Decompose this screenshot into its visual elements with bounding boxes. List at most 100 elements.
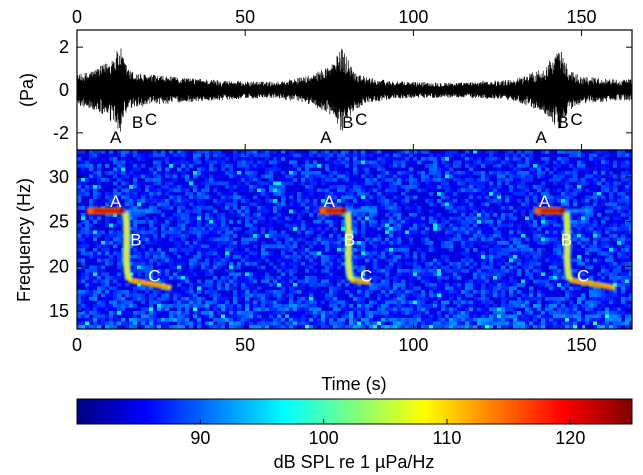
spectrogram-cell — [225, 248, 230, 252]
spectrogram-cell — [89, 269, 94, 273]
spectrogram-cell — [289, 171, 294, 175]
spectrogram-cell — [181, 150, 186, 154]
spectrogram-cell — [173, 276, 178, 280]
spectrogram-cell — [553, 223, 558, 228]
spectrogram-cell — [185, 314, 190, 319]
spectrogram-cell — [453, 321, 458, 326]
spectrogram-cell — [241, 178, 246, 182]
spectrogram-cell — [389, 230, 394, 235]
spectrogram-cell — [505, 181, 510, 186]
spectrogram-cell — [461, 311, 466, 315]
spectrogram-cell — [525, 202, 530, 207]
spectrogram-cell — [449, 307, 454, 312]
spectrogram-cell — [153, 314, 158, 319]
spectrogram-cell — [529, 160, 534, 165]
spectrogram-cell — [389, 174, 394, 179]
spectrogram-cell — [109, 300, 114, 305]
spectrogram-cell — [437, 199, 442, 203]
spectrogram-cell — [193, 318, 198, 322]
spectrogram-cell — [601, 279, 606, 284]
spectrogram-cell — [345, 307, 350, 312]
spectrogram-cell — [333, 167, 338, 172]
spectrogram-cell — [101, 318, 106, 322]
spectrogram-cell — [597, 248, 602, 252]
spectrogram-cell — [185, 230, 190, 235]
spectrogram-cell — [537, 276, 542, 280]
spectrogram-cell — [293, 164, 298, 168]
spectrogram-cell — [453, 255, 458, 259]
spectrogram-cell — [277, 213, 282, 217]
spectrogram-cell — [433, 206, 438, 210]
spectrogram-cell — [301, 304, 306, 308]
spectrogram-cell — [309, 150, 314, 154]
spectrogram-cell — [89, 325, 94, 329]
spectrogram-cell — [257, 265, 262, 270]
spectrogram-cell — [441, 307, 446, 312]
spectrogram-cell — [345, 195, 350, 200]
spectrogram-cell — [177, 167, 182, 172]
spectrogram-cell — [273, 283, 278, 287]
spectrogram-cell — [329, 325, 334, 329]
spectrogram-cell — [361, 300, 366, 305]
spectrogram-cell — [245, 188, 250, 193]
spectrogram-cell — [525, 265, 530, 270]
spectrogram-cell — [445, 206, 450, 210]
spectrogram-cell — [329, 293, 334, 298]
spectrogram-cell — [605, 314, 610, 319]
spectrogram-cell — [89, 185, 94, 189]
spectrogram-cell — [441, 251, 446, 256]
spectrogram-cell — [277, 237, 282, 242]
spectrogram-cell — [485, 174, 490, 179]
spectrogram-cell — [117, 293, 122, 298]
spectrogram-cell — [533, 325, 538, 329]
spectrogram-cell — [625, 300, 630, 305]
spectrogram-cell — [509, 258, 514, 263]
spectrogram-cell — [453, 293, 458, 298]
spectrogram-cell — [385, 160, 390, 165]
spectrogram-cell — [437, 276, 442, 280]
spectrogram-cell — [173, 213, 178, 217]
spectrogram-cell — [169, 262, 174, 266]
spectrogram-cell — [241, 209, 246, 214]
spectrogram-cell — [297, 237, 302, 242]
spectrogram-cell — [237, 307, 242, 312]
spectrogram-cell — [281, 234, 286, 238]
spectrogram-cell — [169, 150, 174, 154]
spectrogram-cell — [393, 188, 398, 193]
spectrogram-cell — [493, 279, 498, 284]
spectrogram-cell — [457, 178, 462, 182]
spectrogram-cell — [513, 181, 518, 186]
spectrogram-cell — [625, 286, 630, 291]
spectrogram-cell — [445, 234, 450, 238]
spectrogram-cell — [189, 262, 194, 266]
spectrogram-cell — [445, 153, 450, 158]
spectrogram-cell — [445, 307, 450, 312]
spectrogram-cell — [237, 325, 242, 329]
spectrogram-cell — [165, 216, 170, 221]
spectrogram-cell — [357, 276, 362, 280]
spectrogram-cell — [237, 153, 242, 158]
spectrogram-cell — [217, 244, 222, 249]
spectrogram-cell — [197, 209, 202, 214]
spectrogram-cell — [125, 202, 130, 207]
spectrogram-cell — [161, 321, 166, 326]
spectrogram-cell — [93, 192, 98, 196]
spectrogram-cell — [221, 314, 226, 319]
spectrogram-cell — [325, 300, 330, 305]
spectrogram-cell — [573, 223, 578, 228]
spectrogram-cell — [201, 206, 206, 210]
spectrogram-cell — [521, 265, 526, 270]
spectrogram-cell — [505, 178, 510, 182]
spectrogram-cell — [209, 241, 214, 245]
spectrogram-cell — [337, 314, 342, 319]
spectrogram-cell — [409, 293, 414, 298]
spectrogram-cell — [605, 325, 610, 329]
spectrogram-cell — [321, 300, 326, 305]
spectrogram-cell — [357, 300, 362, 305]
spectrogram-cell — [257, 192, 262, 196]
spectrogram-cell — [353, 199, 358, 203]
spectrogram-cell — [529, 293, 534, 298]
spectrogram-cell — [397, 279, 402, 284]
spectrogram-cell — [513, 188, 518, 193]
spectrogram-cell — [289, 307, 294, 312]
